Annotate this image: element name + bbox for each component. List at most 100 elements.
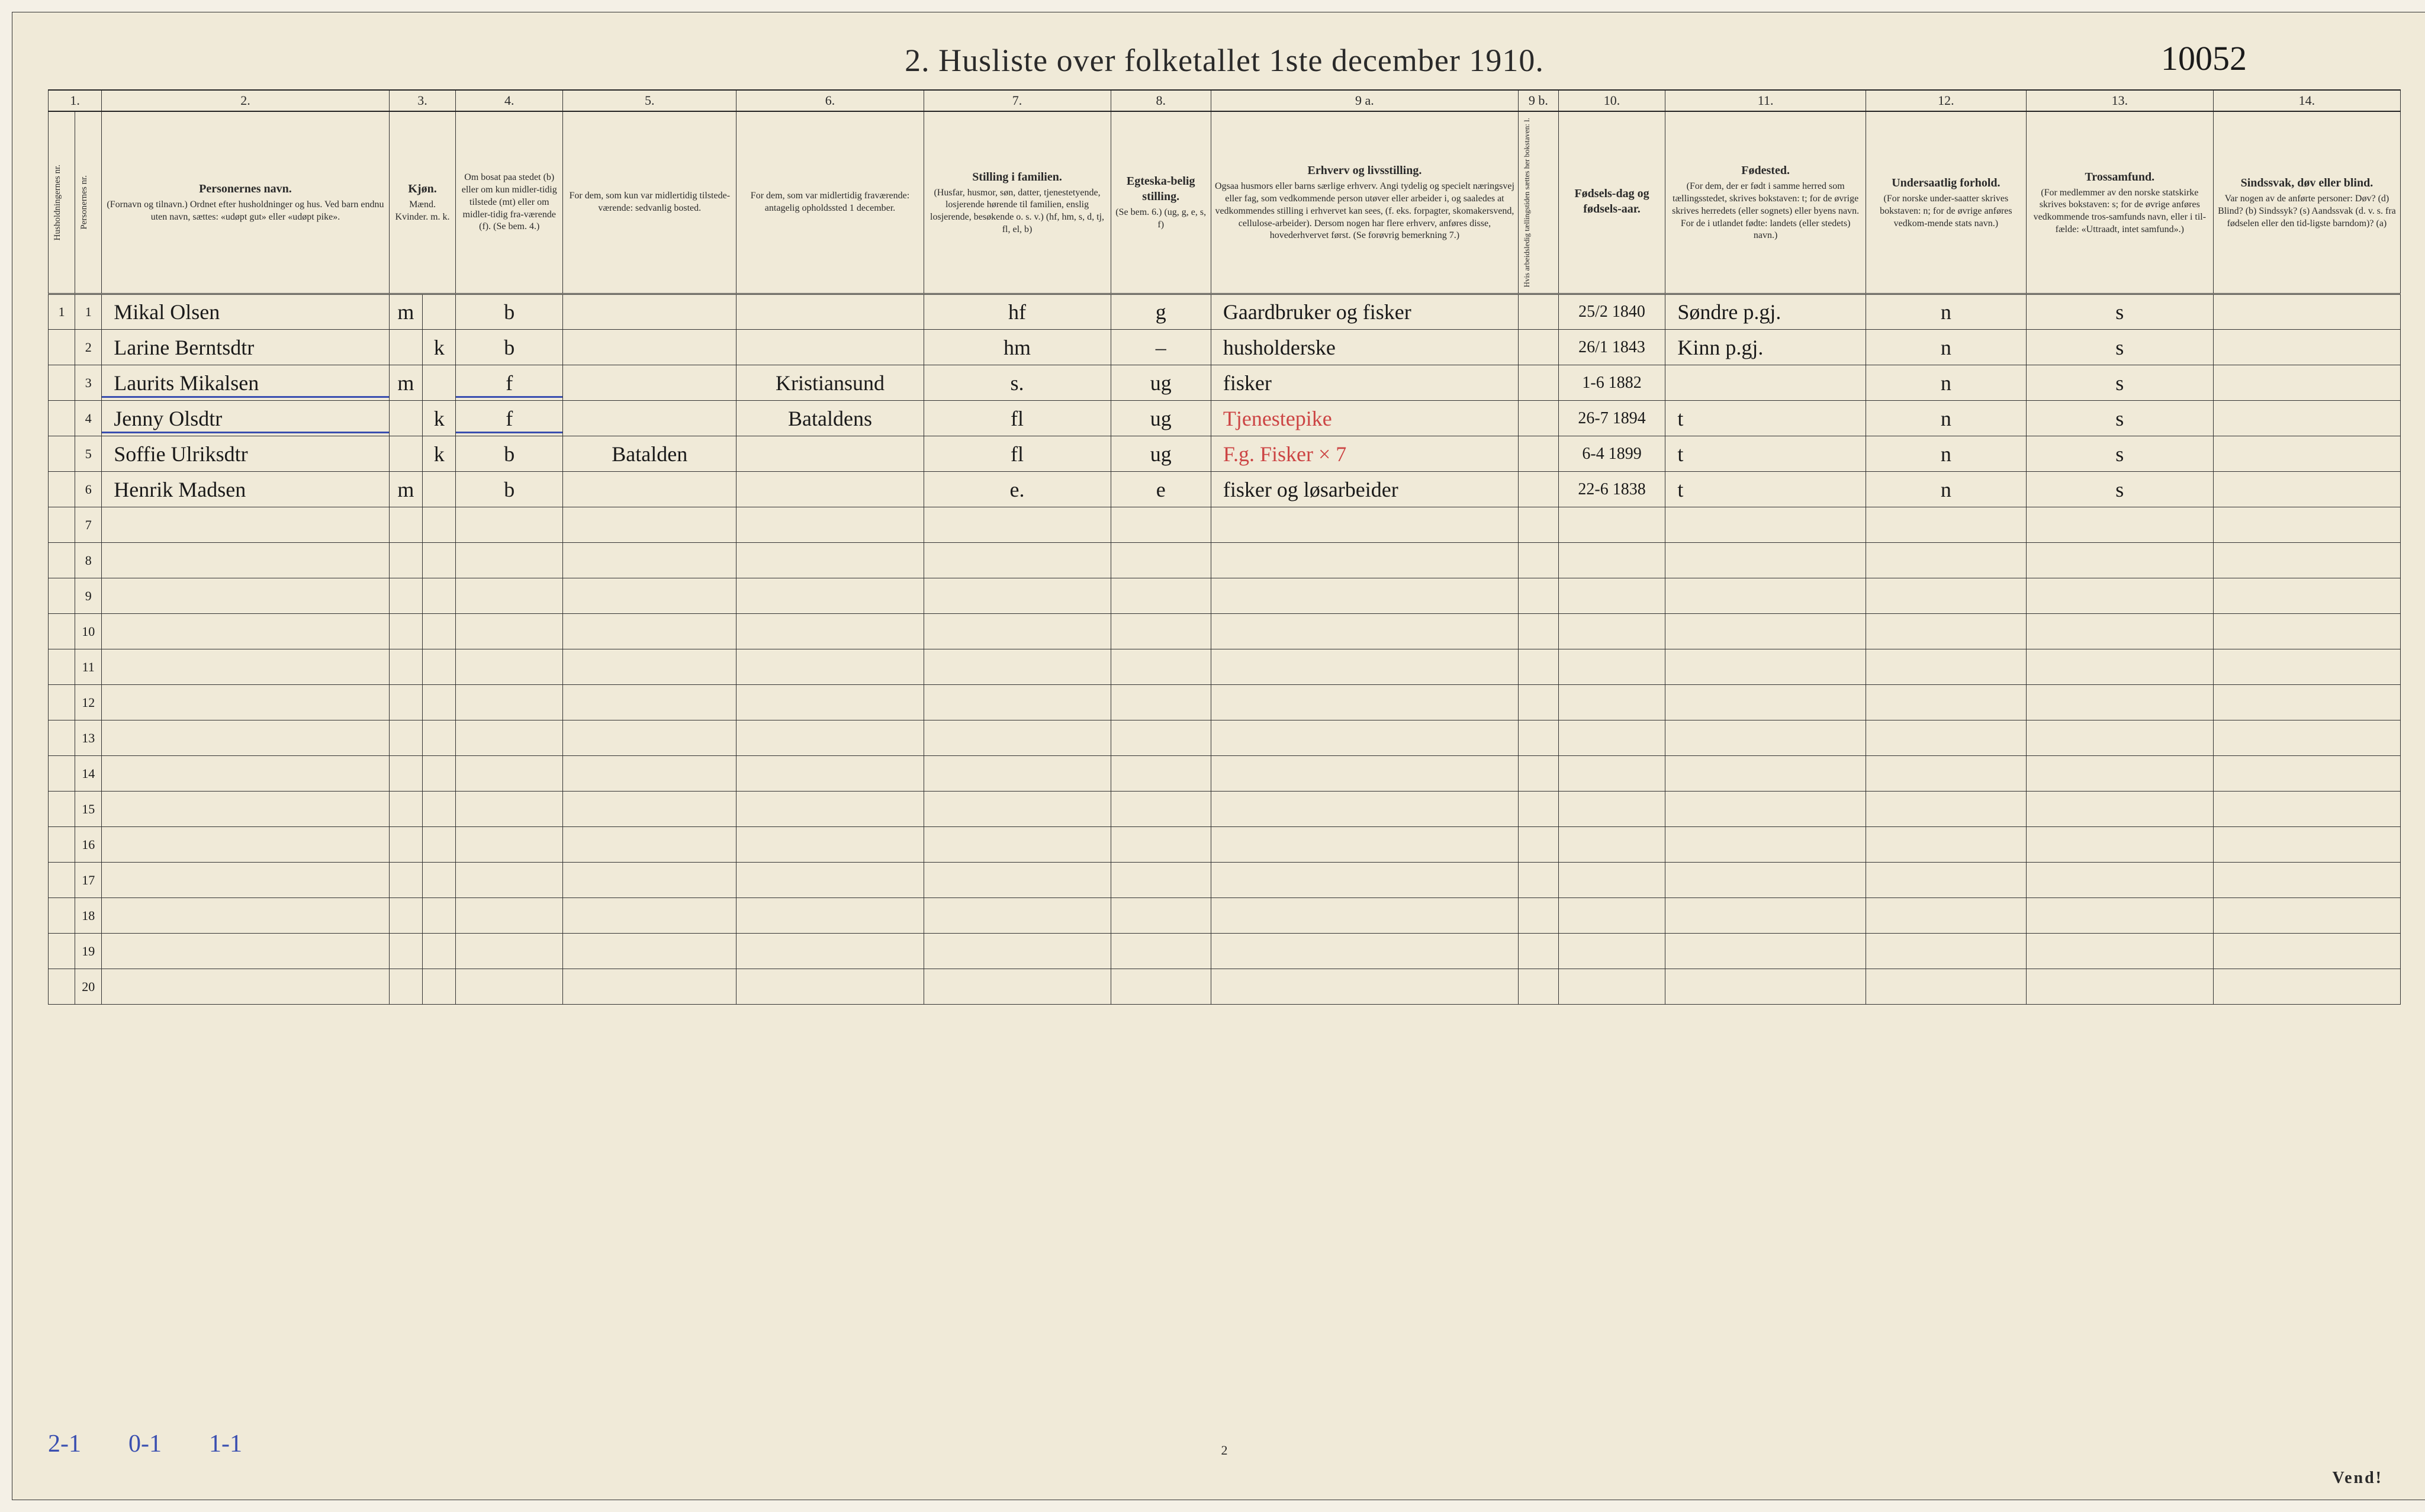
cell-empty (102, 863, 389, 898)
cell-empty (924, 507, 1111, 543)
cell-empty (1665, 543, 1866, 578)
cell-sex-m (389, 401, 422, 436)
page-title: 2. Husliste over folketallet 1ste decemb… (905, 42, 1544, 79)
cell-household (49, 720, 75, 756)
cell-empty (563, 827, 736, 863)
cell-person-nr: 18 (75, 898, 102, 934)
cell-empty (456, 827, 563, 863)
cell-person-nr: 14 (75, 756, 102, 792)
cell-empty (1665, 756, 1866, 792)
cell-empty (1665, 685, 1866, 720)
colnum: 8. (1111, 90, 1211, 111)
cell-empty (924, 969, 1111, 1005)
cell-empty (1211, 934, 1518, 969)
cell-empty (2213, 863, 2400, 898)
cell-empty (1665, 863, 1866, 898)
cell-empty (924, 649, 1111, 685)
cell-empty (736, 649, 924, 685)
cell-empty (1519, 543, 1559, 578)
cell-empty (1111, 685, 1211, 720)
cell-marital: ug (1111, 401, 1211, 436)
cell-empty (1866, 969, 2026, 1005)
hdr-infirmity: Sindssvak, døv eller blind.Var nogen av … (2213, 111, 2400, 294)
table-row-empty: 8 (49, 543, 2401, 578)
cell-birth: 22-6 1838 (1558, 472, 1665, 507)
cell-empty (456, 507, 563, 543)
cell-person-nr: 10 (75, 614, 102, 649)
cell-empty (563, 898, 736, 934)
cell-empty (1211, 578, 1518, 614)
cell-empty (2026, 720, 2213, 756)
cell-empty (423, 756, 456, 792)
hdr-birthplace: Fødested.(For dem, der er født i samme h… (1665, 111, 1866, 294)
hdr-residence: Om bosat paa stedet (b) eller om kun mid… (456, 111, 563, 294)
cell-empty (924, 863, 1111, 898)
cell-empty (102, 969, 389, 1005)
colnum: 13. (2026, 90, 2213, 111)
cell-empty (1111, 792, 1211, 827)
cell-marital: – (1111, 330, 1211, 365)
cell-religion: s (2026, 401, 2213, 436)
cell-empty (389, 507, 422, 543)
cell-empty (456, 969, 563, 1005)
cell-whereabouts (736, 436, 924, 472)
cell-person-nr: 4 (75, 401, 102, 436)
cell-family-pos: s. (924, 365, 1111, 401)
table-row-empty: 13 (49, 720, 2401, 756)
cell-empty (1111, 863, 1211, 898)
cell-empty (2213, 792, 2400, 827)
cell-empty (1558, 792, 1665, 827)
cell-nationality: n (1866, 294, 2026, 330)
cell-person-nr: 11 (75, 649, 102, 685)
cell-empty (924, 898, 1111, 934)
footer-note: 0-1 (128, 1430, 162, 1458)
colnum: 9 a. (1211, 90, 1518, 111)
cell-empty (563, 969, 736, 1005)
cell-household (49, 436, 75, 472)
cell-empty (1558, 969, 1665, 1005)
table-row-empty: 12 (49, 685, 2401, 720)
cell-family-pos: e. (924, 472, 1111, 507)
cell-unemployed (1519, 294, 1559, 330)
cell-empty (2026, 792, 2213, 827)
cell-person-nr: 9 (75, 578, 102, 614)
cell-empty (102, 614, 389, 649)
table-row-empty: 7 (49, 507, 2401, 543)
cell-empty (2213, 649, 2400, 685)
cell-empty (2213, 756, 2400, 792)
cell-empty (563, 720, 736, 756)
cell-empty (1211, 720, 1518, 756)
cell-sex-k (423, 472, 456, 507)
cell-empty (924, 756, 1111, 792)
cell-name: Mikal Olsen (102, 294, 389, 330)
colnum: 9 b. (1519, 90, 1559, 111)
cell-birthplace (1665, 365, 1866, 401)
cell-empty (1866, 685, 2026, 720)
title-row: 2. Husliste over folketallet 1ste decemb… (48, 42, 2401, 79)
colnum: 12. (1866, 90, 2026, 111)
cell-sex-m (389, 436, 422, 472)
cell-whereabouts (736, 472, 924, 507)
cell-empty (563, 792, 736, 827)
cell-empty (1111, 898, 1211, 934)
cell-empty (102, 898, 389, 934)
cell-empty (1519, 507, 1559, 543)
cell-infirmity (2213, 365, 2400, 401)
cell-birthplace: Kinn p.gj. (1665, 330, 1866, 365)
cell-empty (1519, 578, 1559, 614)
table-body: 11Mikal OlsenmbhfgGaardbruker og fisker2… (49, 294, 2401, 1005)
cell-whereabouts (736, 330, 924, 365)
table-row: 2Larine Berntsdtrkbhm–husholderske26/1 1… (49, 330, 2401, 365)
cell-empty (2026, 827, 2213, 863)
cell-empty (1866, 614, 2026, 649)
cell-empty (456, 863, 563, 898)
cell-birthplace: t (1665, 472, 1866, 507)
hdr-name: Personernes navn.(Fornavn og tilnavn.) O… (102, 111, 389, 294)
cell-household (49, 969, 75, 1005)
table-row: 11Mikal OlsenmbhfgGaardbruker og fisker2… (49, 294, 2401, 330)
cell-empty (563, 507, 736, 543)
cell-empty (1211, 898, 1518, 934)
cell-empty (1111, 934, 1211, 969)
cell-birth: 25/2 1840 (1558, 294, 1665, 330)
cell-empty (456, 756, 563, 792)
